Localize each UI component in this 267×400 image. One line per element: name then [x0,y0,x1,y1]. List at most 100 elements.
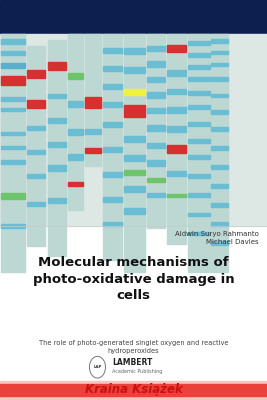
Bar [1,39,25,44]
Bar [48,165,66,171]
Bar [85,34,101,166]
Bar [85,148,101,152]
Bar [211,39,228,42]
Bar [68,101,83,107]
Bar [48,40,66,256]
Bar [48,94,66,98]
Bar [167,145,186,153]
Bar [167,44,186,52]
Bar [1,160,25,164]
Text: LAP: LAP [93,365,102,369]
Bar [27,126,45,130]
Bar [27,150,45,154]
Bar [147,160,165,166]
Bar [211,94,228,97]
Bar [167,108,186,113]
Bar [1,34,25,272]
Bar [211,184,228,188]
Bar [211,165,228,169]
Bar [188,174,210,178]
Bar [147,46,165,51]
Bar [85,97,101,108]
Bar [103,48,122,52]
Bar [188,34,210,272]
Bar [147,143,165,148]
Bar [211,222,228,226]
Bar [188,232,210,235]
Text: LAMBERT: LAMBERT [112,358,152,367]
Bar [167,170,186,176]
Bar [1,62,25,68]
Bar [211,51,228,54]
Bar [211,110,228,114]
Bar [167,194,186,197]
Bar [68,182,83,186]
Bar [124,170,145,175]
Bar [1,146,25,150]
Bar [103,84,122,89]
Bar [167,126,186,132]
Bar [188,212,210,216]
Text: The role of photo-generated singlet oxygen and reactive
hydroperoxides: The role of photo-generated singlet oxyg… [39,340,228,354]
Bar [27,46,45,246]
Bar [103,102,122,107]
Bar [124,155,145,161]
Bar [0,0,267,34]
Bar [124,34,145,272]
Bar [1,224,25,228]
Bar [1,51,25,55]
Text: Aldwin Suryo Rahmanto
Michael Davies: Aldwin Suryo Rahmanto Michael Davies [175,231,259,245]
Bar [211,77,228,81]
Bar [124,186,145,192]
Bar [27,174,45,178]
Bar [211,62,228,66]
Bar [188,155,210,159]
Bar [147,77,165,82]
Bar [211,203,228,207]
Bar [27,70,45,78]
Bar [0,381,267,400]
Bar [48,62,66,70]
Bar [147,193,165,197]
Bar [103,34,122,260]
Bar [1,194,25,199]
Bar [124,67,145,73]
Bar [188,41,210,45]
Bar [0,384,267,396]
Bar [167,34,186,244]
Bar [167,70,186,76]
Bar [124,48,145,54]
Bar [124,136,145,142]
Bar [68,73,83,80]
Bar [48,198,66,203]
Bar [124,89,145,95]
Bar [68,34,83,210]
Bar [0,34,267,226]
Bar [124,105,145,117]
Bar [167,88,186,94]
Bar [48,118,66,123]
Text: Molecular mechanisms of
photo-oxidative damage in
cells: Molecular mechanisms of photo-oxidative … [33,256,234,302]
Text: Academic Publishing: Academic Publishing [112,369,163,374]
Bar [147,178,165,182]
Bar [103,222,122,226]
Bar [1,76,25,85]
Bar [211,146,228,150]
Bar [103,147,122,152]
Bar [147,92,165,98]
Bar [188,53,210,57]
Bar [68,154,83,160]
Bar [1,132,25,135]
Bar [188,122,210,126]
Bar [27,100,45,108]
Bar [147,125,165,131]
Bar [188,105,210,109]
Text: Kraina Książek: Kraina Książek [85,383,182,396]
Bar [188,91,210,95]
Bar [27,202,45,206]
Bar [1,97,25,101]
Bar [68,129,83,135]
Bar [124,208,145,214]
Bar [147,34,165,228]
Bar [103,197,122,202]
